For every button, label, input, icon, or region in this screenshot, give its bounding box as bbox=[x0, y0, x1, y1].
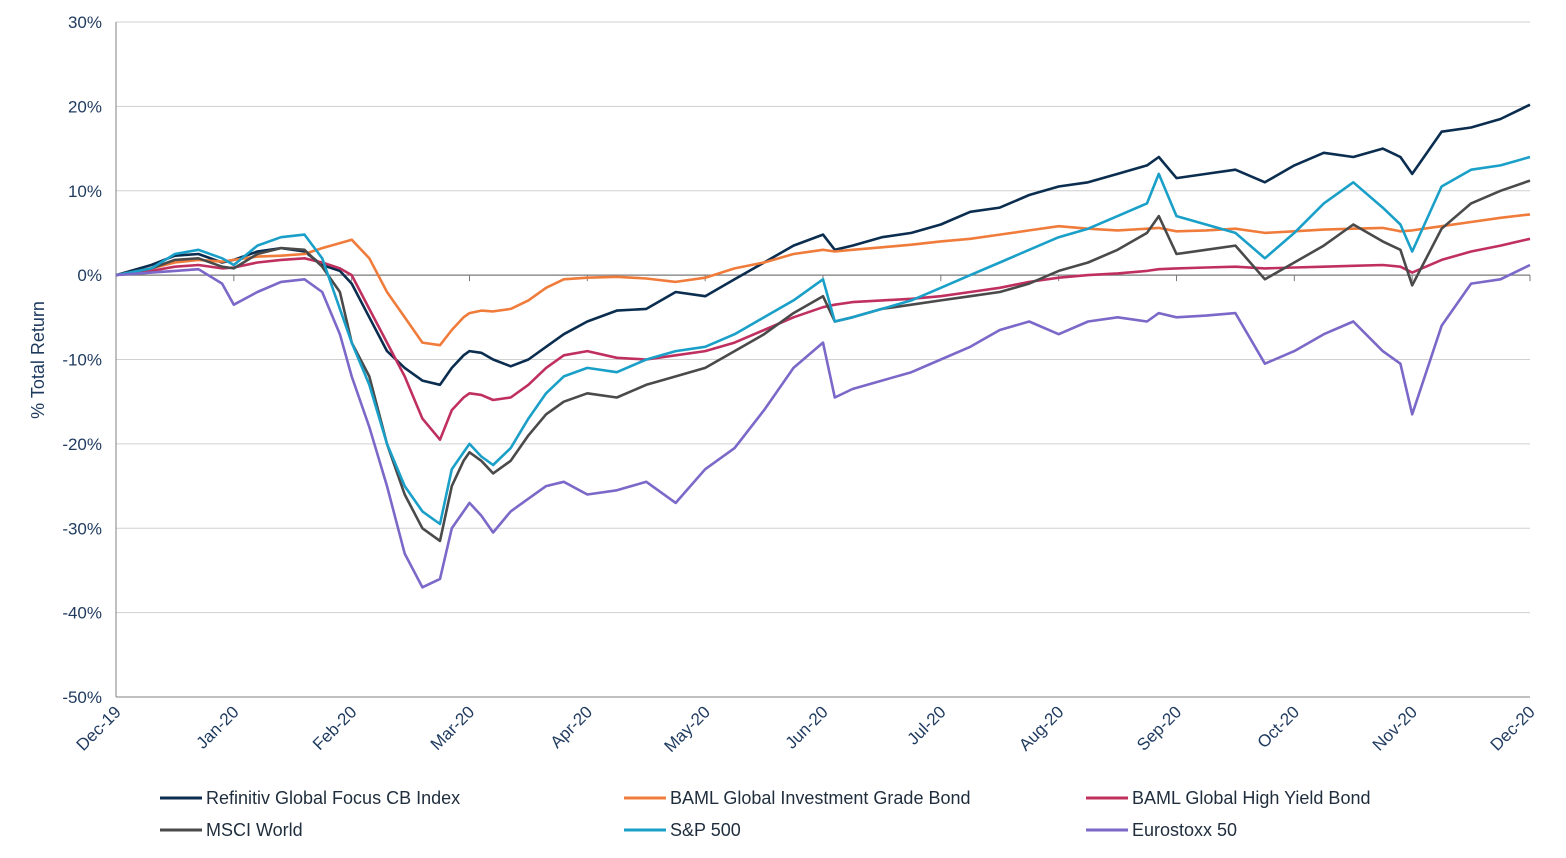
x-tick-labels: Dec-19 Jan-20 Feb-20 Mar-20 Apr-20 May-20 Jun-… bbox=[73, 702, 1539, 756]
series-line bbox=[115, 103, 1531, 387]
x-tick-label: Mar-20 bbox=[427, 702, 479, 754]
y-tick-label: -30% bbox=[62, 519, 102, 538]
y-tick-label: -10% bbox=[62, 351, 102, 370]
legend-label: BAML Global Investment Grade Bond bbox=[670, 788, 971, 808]
y-tick-label: 20% bbox=[68, 97, 102, 116]
y-tick-label: -50% bbox=[62, 688, 102, 707]
legend-item: BAML Global High Yield Bond bbox=[1086, 788, 1370, 808]
legend-label: BAML Global High Yield Bond bbox=[1132, 788, 1370, 808]
legend-item: MSCI World bbox=[160, 820, 303, 840]
x-tick-label: Dec-20 bbox=[1487, 702, 1539, 754]
series-line bbox=[115, 179, 1531, 543]
gridlines bbox=[116, 21, 1530, 698]
x-tick-label: Nov-20 bbox=[1369, 702, 1421, 754]
series-lines bbox=[115, 103, 1531, 589]
x-tick-label: Jun-20 bbox=[782, 702, 832, 752]
y-tick-label: 0% bbox=[77, 266, 102, 285]
legend-item: S&P 500 bbox=[624, 820, 741, 840]
y-tick-labels: 30% 20% 10% 0% -10% -20% -30% -40% -50% bbox=[62, 13, 102, 707]
legend-item: Eurostoxx 50 bbox=[1086, 820, 1237, 840]
x-tick-label: Jul-20 bbox=[903, 702, 949, 748]
y-tick-label: 10% bbox=[68, 182, 102, 201]
legend-item: Refinitiv Global Focus CB Index bbox=[160, 788, 460, 808]
x-tick-label: Jan-20 bbox=[192, 702, 242, 752]
x-tick-label: Sep-20 bbox=[1133, 702, 1185, 754]
y-tick-label: -20% bbox=[62, 435, 102, 454]
series-line bbox=[115, 237, 1531, 442]
x-tick-label: Apr-20 bbox=[547, 702, 597, 752]
legend-label: Eurostoxx 50 bbox=[1132, 820, 1237, 840]
legend: Refinitiv Global Focus CB Index BAML Glob… bbox=[160, 788, 1370, 840]
legend-label: MSCI World bbox=[206, 820, 303, 840]
x-tick-label: May-20 bbox=[660, 702, 714, 756]
x-tick-label: Dec-19 bbox=[73, 702, 125, 754]
legend-item: BAML Global Investment Grade Bond bbox=[624, 788, 971, 808]
legend-label: S&P 500 bbox=[670, 820, 741, 840]
x-tick-label: Oct-20 bbox=[1254, 702, 1304, 752]
series-line bbox=[115, 263, 1531, 589]
x-tick-label: Feb-20 bbox=[309, 702, 361, 754]
y-axis-title: % Total Return bbox=[28, 301, 48, 419]
legend-label: Refinitiv Global Focus CB Index bbox=[206, 788, 460, 808]
y-tick-label: 30% bbox=[68, 13, 102, 32]
series-line bbox=[115, 155, 1531, 526]
series-line bbox=[115, 213, 1531, 347]
x-tick-label: Aug-20 bbox=[1015, 702, 1067, 754]
y-tick-label: -40% bbox=[62, 604, 102, 623]
